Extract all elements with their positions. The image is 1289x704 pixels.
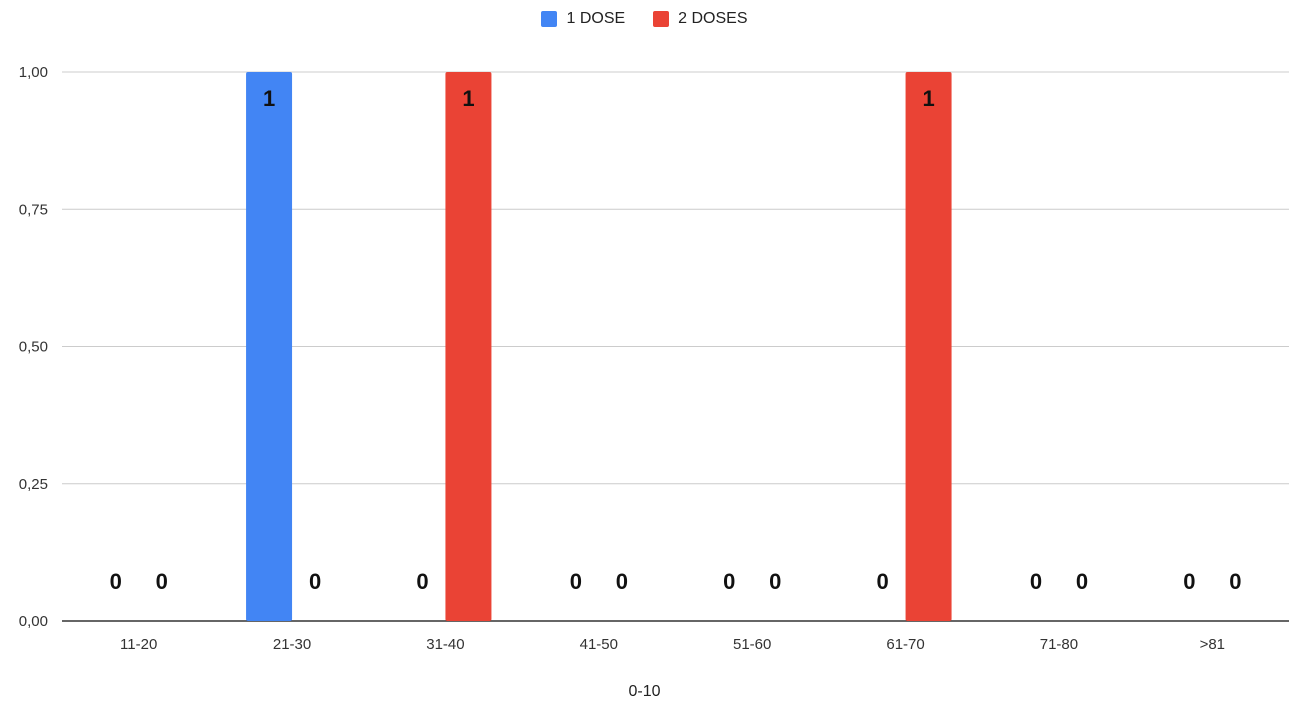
x-tick-label: 21-30 [273,636,311,653]
legend-item-2-doses: 2 DOSES [653,10,748,28]
legend-label-1-dose: 1 DOSE [566,10,626,27]
data-label: 0 [769,569,781,594]
bar [246,72,293,621]
data-label: 0 [876,569,888,594]
data-label: 0 [723,569,735,594]
y-tick-label: 0,75 [19,201,48,218]
data-label: 1 [462,86,474,111]
data-label: 0 [570,569,582,594]
legend-swatch-2-doses [653,11,670,27]
data-label: 0 [1229,569,1241,594]
legend-label-2-doses: 2 DOSES [678,10,748,27]
x-tick-label: 71-80 [1040,636,1078,653]
data-label: 0 [616,569,628,594]
x-tick-label: 51-60 [733,636,771,653]
data-label: 0 [309,569,321,594]
legend-swatch-1-dose [541,11,558,27]
data-label: 0 [1030,569,1042,594]
y-tick-label: 0,50 [19,339,48,356]
y-tick-label: 1,00 [19,64,48,81]
bar [905,72,952,621]
y-tick-label: 0,25 [19,476,48,493]
y-tick-label: 0,00 [19,613,48,630]
data-label: 0 [110,569,122,594]
data-label: 0 [1183,569,1195,594]
x-tick-label: 61-70 [886,636,924,653]
x-tick-label: >81 [1200,636,1225,653]
x-tick-label: 11-20 [120,636,157,653]
x-tick-label: 41-50 [580,636,618,653]
data-label: 1 [922,86,934,111]
x-axis-title: 0-10 [628,683,661,700]
data-label: 0 [156,569,168,594]
legend-item-1-dose: 1 DOSE [541,10,625,28]
data-label: 0 [416,569,428,594]
bar [445,72,492,621]
data-label: 1 [263,86,275,111]
x-tick-label: 31-40 [426,636,464,653]
data-label: 0 [1076,569,1088,594]
chart-legend: 1 DOSE 2 DOSES [0,10,1289,28]
